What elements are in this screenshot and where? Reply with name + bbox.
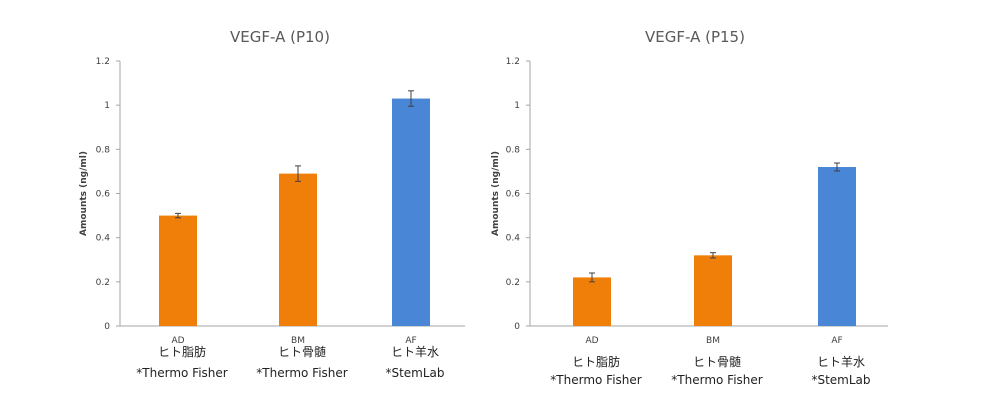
y-axis-label: Amounts (ng/ml) — [491, 151, 501, 236]
chart-title: VEGF-A (P15) — [645, 28, 745, 46]
y-tick-label: 1 — [104, 101, 110, 111]
bar-af — [818, 167, 856, 326]
supplier-label: *Thermo Fisher — [256, 366, 347, 380]
y-tick-label: 0.6 — [506, 190, 521, 200]
x-tick-label: BM — [291, 336, 305, 346]
y-tick-label: 0 — [514, 322, 520, 332]
source-label: ヒト羊水 — [817, 354, 865, 369]
y-tick-label: 0.2 — [96, 278, 110, 288]
source-label: ヒト羊水 — [391, 344, 439, 359]
supplier-label: *StemLab — [385, 366, 444, 380]
bar-af — [392, 98, 430, 327]
x-tick-label: AD — [585, 336, 598, 346]
supplier-label: *Thermo Fisher — [136, 366, 227, 380]
source-label: ヒト脂肪 — [158, 344, 206, 359]
source-label: ヒト骨髄 — [278, 344, 326, 359]
bar-ad — [573, 277, 611, 326]
y-tick-label: 1.2 — [96, 57, 110, 67]
supplier-label: *Thermo Fisher — [550, 373, 641, 387]
source-label: ヒト骨髄 — [693, 354, 741, 369]
bar-bm — [694, 255, 732, 326]
bar-bm — [279, 173, 317, 326]
y-tick-label: 0.6 — [96, 190, 111, 200]
supplier-label: *StemLab — [811, 373, 870, 387]
y-tick-label: 0.4 — [506, 234, 521, 244]
y-tick-label: 1 — [514, 101, 520, 111]
y-tick-label: 0.2 — [506, 278, 520, 288]
chart-title: VEGF-A (P10) — [230, 28, 330, 46]
supplier-label: *Thermo Fisher — [671, 373, 762, 387]
bar-ad — [159, 215, 197, 326]
y-tick-label: 0 — [104, 322, 110, 332]
y-tick-label: 0.8 — [506, 145, 521, 155]
x-tick-label: AF — [405, 336, 416, 346]
y-tick-label: 0.8 — [96, 145, 111, 155]
x-tick-label: BM — [706, 336, 720, 346]
y-tick-label: 0.4 — [96, 234, 111, 244]
x-tick-label: AF — [831, 336, 842, 346]
source-label: ヒト脂肪 — [572, 354, 620, 369]
y-tick-label: 1.2 — [506, 57, 520, 67]
x-tick-label: AD — [171, 336, 184, 346]
y-axis-label: Amounts (ng/ml) — [79, 151, 89, 236]
